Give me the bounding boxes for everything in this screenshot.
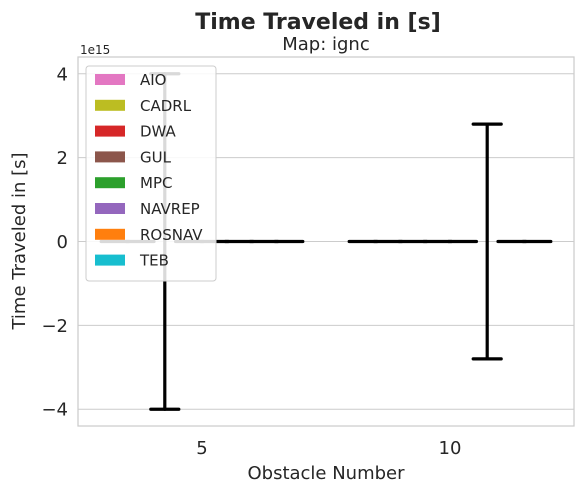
legend-swatch <box>95 74 125 85</box>
x-tick-labels: 5 10 <box>196 438 461 459</box>
legend-label: MPC <box>140 174 172 192</box>
x-tick-label: 10 <box>439 438 462 459</box>
legend-swatch <box>95 254 125 266</box>
y-tick-labels: −4 −2 0 2 4 <box>41 64 68 420</box>
legend-label: AIO <box>140 71 167 89</box>
y-tick-label: −2 <box>41 316 68 337</box>
x-axis-label: Obstacle Number <box>247 463 405 484</box>
y-tick-label: 4 <box>57 64 68 85</box>
y-axis-multiplier: 1e15 <box>80 43 110 57</box>
legend-box <box>85 65 217 282</box>
legend-label: DWA <box>140 123 177 141</box>
legend-swatch <box>95 228 125 240</box>
x-tick-label: 5 <box>196 438 207 459</box>
legend-swatch <box>95 177 125 189</box>
chart-title: Time Traveled in [s] <box>195 10 441 35</box>
legend-label: NAVREP <box>140 200 200 218</box>
legend: AIO CADRL DWA GUL MPC NAVREP ROSNAV TEB <box>85 65 217 282</box>
y-tick-label: 2 <box>57 148 68 169</box>
legend-label: ROSNAV <box>140 226 203 244</box>
y-axis-label: Time Traveled in [s] <box>9 152 30 330</box>
legend-swatch <box>95 99 125 111</box>
y-tick-label: 0 <box>57 232 68 253</box>
legend-label: GUL <box>140 148 172 166</box>
plot-area-frame <box>77 56 575 427</box>
chart-subtitle: Map: ignc <box>282 34 370 55</box>
legend-swatch <box>95 125 125 137</box>
legend-label: CADRL <box>140 97 192 115</box>
legend-swatch <box>95 203 125 214</box>
legend-swatch <box>95 151 125 163</box>
legend-label: TEB <box>139 252 169 270</box>
y-tick-label: −4 <box>41 400 68 421</box>
